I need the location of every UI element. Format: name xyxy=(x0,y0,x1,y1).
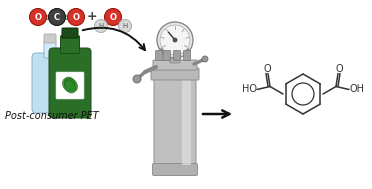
Text: H: H xyxy=(122,23,128,29)
Circle shape xyxy=(133,75,141,83)
FancyBboxPatch shape xyxy=(61,36,80,53)
FancyBboxPatch shape xyxy=(173,50,180,60)
Ellipse shape xyxy=(67,78,78,91)
Text: O: O xyxy=(263,64,271,74)
FancyBboxPatch shape xyxy=(182,76,191,165)
Circle shape xyxy=(119,19,131,33)
Circle shape xyxy=(94,19,108,33)
FancyBboxPatch shape xyxy=(164,50,170,60)
Text: O: O xyxy=(73,12,80,22)
Ellipse shape xyxy=(62,78,74,91)
Ellipse shape xyxy=(64,77,76,90)
Text: Post-consumer PET: Post-consumer PET xyxy=(5,111,99,121)
FancyBboxPatch shape xyxy=(153,163,198,176)
Ellipse shape xyxy=(64,80,76,93)
Circle shape xyxy=(67,9,84,26)
Text: +: + xyxy=(87,11,97,23)
FancyArrowPatch shape xyxy=(83,28,145,50)
Text: O: O xyxy=(35,12,42,22)
Text: H: H xyxy=(98,23,104,29)
Circle shape xyxy=(202,56,208,62)
FancyBboxPatch shape xyxy=(44,41,56,58)
Text: C: C xyxy=(54,12,60,22)
FancyArrowPatch shape xyxy=(203,110,230,118)
FancyBboxPatch shape xyxy=(155,50,163,60)
Circle shape xyxy=(48,9,65,26)
Text: HO: HO xyxy=(241,84,257,94)
FancyBboxPatch shape xyxy=(170,49,180,63)
Text: OH: OH xyxy=(349,84,365,94)
Text: O: O xyxy=(109,12,116,22)
FancyBboxPatch shape xyxy=(154,72,196,169)
Text: O: O xyxy=(335,64,343,74)
FancyBboxPatch shape xyxy=(151,68,199,80)
Circle shape xyxy=(157,22,193,58)
Circle shape xyxy=(173,38,177,42)
FancyBboxPatch shape xyxy=(183,50,190,60)
FancyBboxPatch shape xyxy=(49,48,91,118)
Circle shape xyxy=(29,9,46,26)
FancyBboxPatch shape xyxy=(153,60,197,70)
Circle shape xyxy=(105,9,122,26)
Circle shape xyxy=(160,25,190,55)
FancyBboxPatch shape xyxy=(56,72,84,99)
FancyBboxPatch shape xyxy=(32,53,68,113)
FancyBboxPatch shape xyxy=(44,34,56,43)
FancyBboxPatch shape xyxy=(62,28,78,38)
